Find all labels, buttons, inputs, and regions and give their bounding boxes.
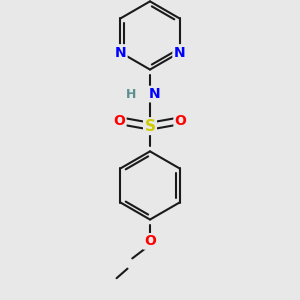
Text: N: N	[148, 87, 160, 101]
Text: S: S	[145, 118, 155, 134]
Text: O: O	[175, 114, 187, 128]
Text: O: O	[144, 234, 156, 248]
Text: N: N	[174, 46, 185, 59]
Text: H: H	[126, 88, 136, 100]
Text: O: O	[113, 114, 125, 128]
Text: N: N	[115, 46, 126, 59]
